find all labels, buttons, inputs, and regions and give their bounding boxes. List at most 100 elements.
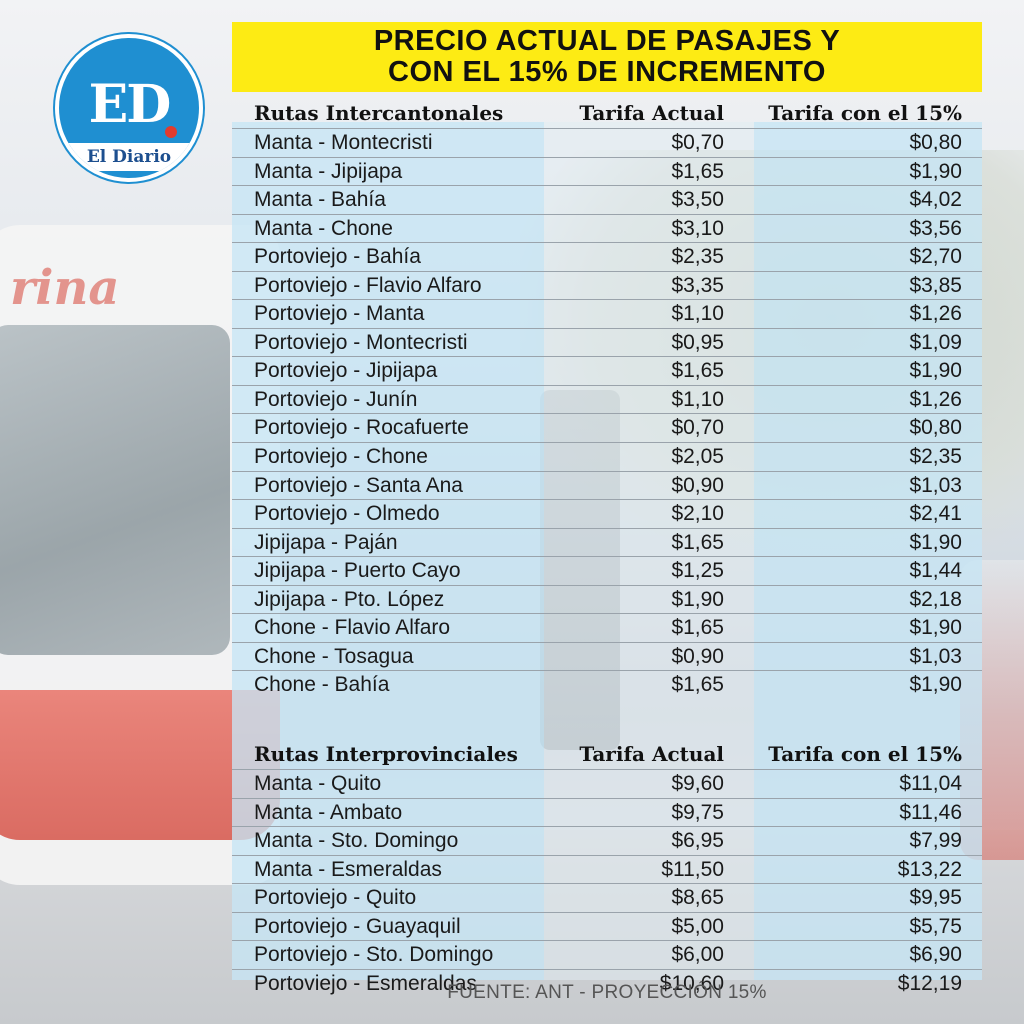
table-row: Manta - Chone $3,10 $3,56 — [232, 213, 982, 243]
title-line-2: CON EL 15% DE INCREMENTO — [388, 56, 826, 88]
route-name: Portoviejo - Rocafuerte — [254, 416, 469, 440]
current-fare: $1,10 — [671, 387, 724, 411]
table-row: Portoviejo - Esmeraldas $10,60 $12,19 — [232, 968, 982, 998]
new-fare: $1,90 — [909, 673, 962, 697]
current-fare: $0,90 — [671, 644, 724, 668]
new-fare: $1,44 — [909, 559, 962, 583]
table-row: Chone - Bahía $1,65 $1,90 — [232, 670, 982, 699]
route-name: Manta - Esmeraldas — [254, 857, 442, 881]
route-name: Jipijapa - Pto. López — [254, 587, 445, 611]
column-header-route: Rutas Intercantonales — [254, 101, 504, 125]
table-row: Portoviejo - Santa Ana $0,90 $1,03 — [232, 470, 982, 500]
new-fare: $1,90 — [909, 359, 962, 383]
logo-mark: ED — [88, 74, 172, 135]
route-name: Portoviejo - Flavio Alfaro — [254, 273, 482, 297]
new-fare: $2,41 — [909, 502, 962, 526]
new-fare: $11,46 — [899, 800, 962, 824]
current-fare: $9,75 — [671, 800, 724, 824]
route-name: Manta - Quito — [254, 772, 382, 795]
current-fare: $0,70 — [671, 416, 724, 440]
route-name: Chone - Flavio Alfaro — [254, 616, 451, 640]
route-name: Chone - Tosagua — [254, 644, 414, 668]
route-name: Jipijapa - Paján — [254, 530, 398, 554]
new-fare: $1,26 — [909, 387, 962, 411]
table-row: Chone - Tosagua $0,90 $1,03 — [232, 641, 982, 671]
route-name: Portoviejo - Esmeraldas — [254, 971, 477, 995]
current-fare: $3,10 — [671, 216, 724, 240]
new-fare: $6,90 — [909, 943, 962, 967]
new-fare: $1,03 — [909, 644, 962, 668]
logo-dot — [165, 126, 177, 138]
table-row: Portoviejo - Jipijapa $1,65 $1,90 — [232, 356, 982, 385]
route-name: Portoviejo - Bahía — [254, 245, 421, 269]
current-fare: $1,65 — [671, 616, 724, 640]
column-header-new-fare: Tarifa con el 15% — [768, 101, 962, 125]
table-header: Rutas Interprovinciales Tarifa Actual Tari… — [232, 739, 982, 769]
current-fare: $2,10 — [671, 502, 724, 526]
interprovincial-table: Rutas Interprovinciales Tarifa Actual Tari… — [232, 739, 982, 997]
new-fare: $3,85 — [909, 273, 962, 297]
new-fare: $1,90 — [909, 159, 962, 183]
title-line-1: PRECIO ACTUAL DE PASAJES Y — [373, 25, 841, 57]
current-fare: $2,35 — [671, 245, 724, 269]
table-row: Manta - Sto. Domingo $6,95 $7,99 — [232, 826, 982, 855]
new-fare: $5,75 — [909, 914, 962, 938]
table-row: Portoviejo - Flavio Alfaro $3,35 $3,85 — [232, 270, 982, 300]
route-name: Portoviejo - Sto. Domingo — [254, 943, 494, 967]
table-row: Portoviejo - Olmedo $2,10 $2,41 — [232, 499, 982, 528]
route-name: Manta - Jipijapa — [254, 159, 403, 183]
current-fare: $1,65 — [671, 359, 724, 383]
logo-name: El Diario — [59, 143, 199, 171]
table-row: Portoviejo - Montecristi $0,95 $1,09 — [232, 327, 982, 357]
table-row: Portoviejo - Junín $1,10 $1,26 — [232, 384, 982, 414]
route-name: Chone - Bahía — [254, 673, 390, 697]
current-fare-column-band — [544, 122, 754, 980]
new-fare: $2,18 — [909, 587, 962, 611]
column-header-new-fare: Tarifa con el 15% — [768, 742, 962, 766]
route-name: Jipijapa - Puerto Cayo — [254, 559, 461, 583]
current-fare: $10,60 — [659, 971, 724, 995]
route-name: Portoviejo - Jipijapa — [254, 359, 438, 383]
current-fare: $6,00 — [671, 943, 724, 967]
current-fare: $0,70 — [671, 131, 724, 154]
new-fare: $0,80 — [909, 131, 962, 154]
table-row: Manta - Montecristi $0,70 $0,80 — [232, 128, 982, 157]
route-name: Manta - Sto. Domingo — [254, 829, 459, 853]
table-row: Manta - Esmeraldas $11,50 $13,22 — [232, 854, 982, 884]
current-fare: $9,60 — [671, 772, 724, 795]
table-row: Portoviejo - Manta $1,10 $1,26 — [232, 299, 982, 328]
route-name: Portoviejo - Chone — [254, 445, 428, 469]
new-fare: $0,80 — [909, 416, 962, 440]
new-fare: $9,95 — [909, 886, 962, 910]
fare-table-panel: PRECIO ACTUAL DE PASAJES Y CON EL 15% DE… — [232, 22, 982, 1003]
current-fare: $1,65 — [671, 673, 724, 697]
current-fare: $3,35 — [671, 273, 724, 297]
new-fare: $12,19 — [897, 971, 962, 995]
current-fare: $0,95 — [671, 330, 724, 354]
route-name: Portoviejo - Quito — [254, 886, 417, 910]
current-fare: $2,05 — [671, 445, 724, 469]
table-row: Jipijapa - Puerto Cayo $1,25 $1,44 — [232, 556, 982, 585]
new-fare: $1,09 — [909, 330, 962, 354]
new-fare-column-band — [754, 122, 982, 980]
table-row: Portoviejo - Bahía $2,35 $2,70 — [232, 242, 982, 271]
route-name: Portoviejo - Guayaquil — [254, 914, 461, 938]
table-row: Manta - Bahía $3,50 $4,02 — [232, 185, 982, 214]
table-row: Manta - Quito $9,60 $11,04 — [232, 769, 982, 798]
current-fare: $1,90 — [671, 587, 724, 611]
route-name: Manta - Bahía — [254, 188, 386, 212]
new-fare: $4,02 — [909, 188, 962, 212]
new-fare: $7,99 — [909, 829, 962, 853]
current-fare: $3,50 — [671, 188, 724, 212]
new-fare: $1,03 — [909, 473, 962, 497]
column-header-current-fare: Tarifa Actual — [579, 742, 724, 766]
bus-side-lettering: rina — [10, 260, 120, 316]
current-fare: $5,00 — [671, 914, 724, 938]
route-name: Portoviejo - Olmedo — [254, 502, 440, 526]
el-diario-logo: ED El Diario — [55, 34, 203, 182]
route-name: Portoviejo - Manta — [254, 302, 425, 326]
bus-windshield — [0, 325, 230, 655]
new-fare: $1,26 — [909, 302, 962, 326]
current-fare: $1,65 — [671, 159, 724, 183]
new-fare: $1,90 — [909, 616, 962, 640]
